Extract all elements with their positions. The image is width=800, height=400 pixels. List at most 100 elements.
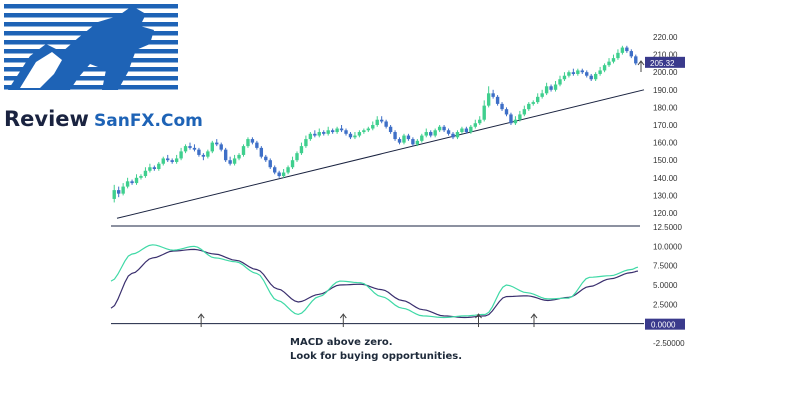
candle-body xyxy=(567,72,571,76)
candle xyxy=(179,147,183,161)
candle xyxy=(255,140,259,150)
candle xyxy=(330,128,335,134)
candle-body xyxy=(223,149,228,161)
candle-body xyxy=(576,70,580,74)
candle-body xyxy=(304,139,308,147)
candle xyxy=(518,110,522,122)
candle-body xyxy=(112,190,116,199)
up-arrow-icon xyxy=(197,313,205,328)
annotation-line-1: MACD above zero. xyxy=(290,337,393,348)
candle xyxy=(634,54,638,66)
candle xyxy=(527,102,531,111)
candle xyxy=(116,186,121,198)
price-trendline xyxy=(116,89,645,219)
candle-body xyxy=(121,186,125,194)
price-tick-label: 190.00 xyxy=(653,86,678,95)
candle-body xyxy=(580,70,584,73)
candle xyxy=(420,133,424,143)
candle xyxy=(495,95,500,106)
candle-body xyxy=(420,135,424,141)
candle-body xyxy=(402,135,406,143)
price-arrow-icon xyxy=(637,60,645,72)
candle-body xyxy=(237,154,241,159)
zero-tag-label: 0.0000 xyxy=(651,321,676,330)
candle-body xyxy=(451,133,455,138)
candle xyxy=(112,184,116,203)
candle-body xyxy=(549,86,553,90)
candle-body xyxy=(161,158,165,164)
candle xyxy=(424,128,428,138)
candle xyxy=(486,86,491,108)
candle xyxy=(335,126,339,134)
candle-body xyxy=(522,109,527,115)
candle xyxy=(339,125,344,133)
candle xyxy=(170,158,174,164)
candle-body xyxy=(527,103,531,110)
candle xyxy=(415,139,420,147)
candle-body xyxy=(446,130,451,134)
candle xyxy=(629,49,634,59)
candle-body xyxy=(357,132,362,136)
macd-tick-label: 10.0000 xyxy=(653,242,682,251)
annotation-line-2: Look for buying opportunities. xyxy=(290,351,462,362)
candle xyxy=(152,165,157,171)
price-panel: 220.00 210.00 200.00 190.00 180.00 170.00 160.… xyxy=(112,33,685,219)
candle-body xyxy=(611,58,616,62)
candle xyxy=(375,116,379,127)
candle-body xyxy=(424,132,428,136)
candle xyxy=(304,135,308,148)
candle-body xyxy=(313,133,317,136)
candle xyxy=(366,126,371,133)
candle-body xyxy=(170,160,174,162)
candle-body xyxy=(299,146,304,154)
candle-body xyxy=(602,65,607,71)
candle-body xyxy=(379,119,384,122)
candle-body xyxy=(295,153,299,161)
macd-tick-label: 5.0000 xyxy=(653,281,678,290)
candle xyxy=(353,132,357,140)
price-tag: 205.32 xyxy=(645,56,685,68)
candle-body xyxy=(264,156,268,161)
candle-body xyxy=(139,176,143,178)
candle xyxy=(379,116,384,124)
candle xyxy=(268,158,272,169)
up-arrow-icon xyxy=(530,313,538,328)
candle-body xyxy=(495,96,500,104)
candle xyxy=(411,137,415,147)
candle xyxy=(585,70,589,78)
candle xyxy=(558,75,562,87)
candle-body xyxy=(509,114,513,124)
candle xyxy=(237,153,241,161)
candle-body xyxy=(273,167,277,173)
candle-body xyxy=(558,79,562,85)
candle xyxy=(148,163,152,173)
macd-tick-label: 7.5000 xyxy=(653,262,678,271)
candle xyxy=(491,89,495,99)
candle-body xyxy=(473,123,477,127)
candle xyxy=(250,137,255,145)
price-tick-label: 180.00 xyxy=(653,103,678,112)
price-tick-label: 220.00 xyxy=(653,33,678,42)
candle-body xyxy=(362,130,366,133)
candle xyxy=(536,93,540,104)
candle xyxy=(562,72,567,81)
candle xyxy=(174,154,179,164)
candle-body xyxy=(375,119,379,125)
candle xyxy=(166,154,170,162)
candle-body xyxy=(478,119,482,124)
macd-panel: 12.5000 10.0000 7.5000 5.0000 2.5000 -2.50000… xyxy=(110,223,685,348)
candle-body xyxy=(188,146,192,148)
candle xyxy=(406,133,411,141)
candle xyxy=(308,132,313,141)
candle-body xyxy=(536,96,540,103)
candle-body xyxy=(219,144,223,150)
bull-icon-highlight xyxy=(20,52,62,88)
candle-body xyxy=(366,128,371,131)
candle-body xyxy=(455,132,460,138)
candle xyxy=(183,144,188,154)
candles xyxy=(112,45,638,203)
candle xyxy=(531,100,535,106)
candle-body xyxy=(157,163,161,169)
candle-body xyxy=(330,130,335,133)
